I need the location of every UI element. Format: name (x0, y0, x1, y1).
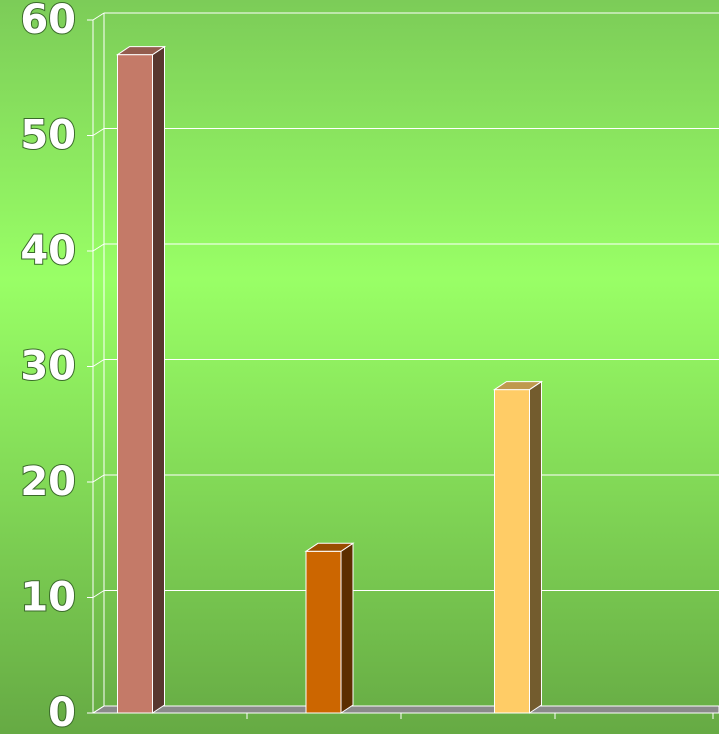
y-tick-label: 20 (20, 459, 76, 505)
bar-side (152, 45, 165, 714)
y-tick-label: 60 (20, 0, 76, 43)
floor (91, 705, 719, 714)
bar-top (304, 542, 355, 552)
depth-line (92, 243, 105, 252)
depth-line (92, 705, 105, 714)
bar-side (340, 542, 354, 714)
y-tick-label: 30 (20, 344, 76, 390)
bar (305, 550, 342, 714)
depth-line (92, 128, 105, 136)
depth-line (92, 359, 105, 367)
bar-top (115, 46, 167, 56)
depth-line (92, 12, 105, 21)
y-tick-label: 40 (20, 228, 76, 274)
depth-line (92, 590, 105, 598)
depth-line (92, 474, 105, 483)
bar (117, 54, 153, 714)
bar (494, 389, 530, 714)
bar-top (492, 381, 544, 391)
bar-side (529, 380, 542, 714)
y-tick-label: 10 (20, 575, 76, 621)
y-tick-label: 0 (48, 690, 76, 734)
y-tick-label: 50 (20, 113, 76, 159)
